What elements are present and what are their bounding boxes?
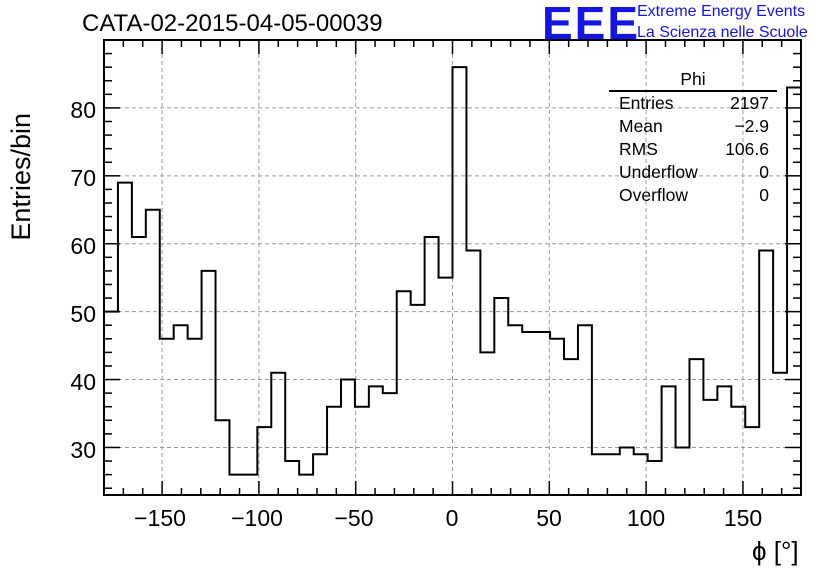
y-tick-label: 60 [70, 233, 96, 259]
stat-value: −2.9 [734, 116, 769, 136]
stat-label: Mean [619, 116, 663, 136]
plot-frame [103, 39, 802, 496]
x-tick-label: 50 [536, 505, 562, 531]
stat-label: Overflow [619, 185, 689, 205]
stats-row: Underflow 0 [609, 161, 777, 184]
stat-label: Entries [619, 93, 674, 113]
stats-title: Phi [609, 68, 777, 92]
stats-row: Entries 2197 [609, 92, 777, 115]
stat-value: 0 [759, 185, 769, 205]
stat-label: Underflow [619, 162, 698, 182]
stat-value: 106.6 [725, 139, 769, 159]
org-name: Extreme Energy Events [637, 3, 806, 20]
stats-box: Phi Entries 2197 Mean −2.9 RMS 106.6 Und… [609, 68, 777, 207]
y-axis-label: Entries/bin [6, 113, 36, 241]
x-tick-label: 150 [723, 505, 763, 531]
y-tick-label: 30 [70, 437, 96, 463]
histogram-outline [104, 66, 801, 476]
stat-value: 2197 [730, 93, 769, 113]
org-subtitle: La Scienza nelle Scuole [637, 24, 808, 41]
x-axis-label: ϕ [°] [752, 536, 799, 566]
x-tick-label: −100 [231, 505, 283, 531]
stat-value: 0 [759, 162, 769, 182]
x-tick-label: 100 [626, 505, 666, 531]
eee-logo: EEE [542, 0, 641, 49]
stat-label: RMS [619, 139, 658, 159]
plot-title: CATA-02-2015-04-05-00039 [82, 10, 383, 37]
y-tick-label: 50 [70, 301, 96, 327]
x-tick-label: −150 [134, 505, 186, 531]
stats-row: RMS 106.6 [609, 138, 777, 161]
y-tick-label: 70 [70, 165, 96, 191]
stats-row: Mean −2.9 [609, 115, 777, 138]
x-tick-label: −50 [334, 505, 374, 531]
y-tick-label: 80 [70, 97, 96, 123]
x-tick-label: 0 [445, 505, 459, 531]
stats-row: Overflow 0 [609, 184, 777, 207]
y-tick-label: 40 [70, 369, 96, 395]
